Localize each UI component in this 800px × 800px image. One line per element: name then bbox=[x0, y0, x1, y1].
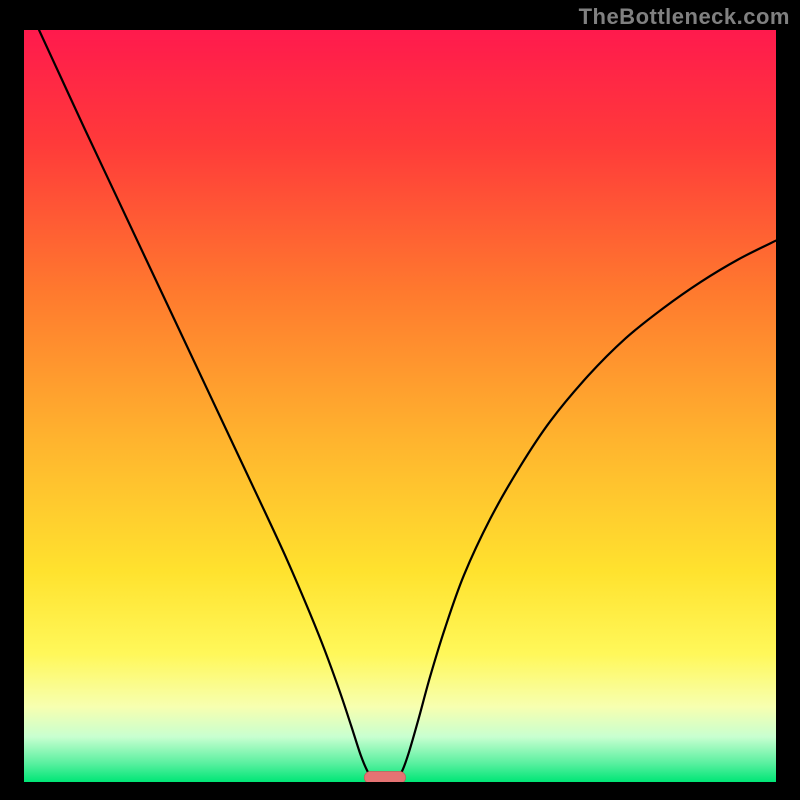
watermark-text: TheBottleneck.com bbox=[579, 4, 790, 30]
plot-area bbox=[24, 30, 776, 782]
chart-container: TheBottleneck.com bbox=[0, 0, 800, 800]
gradient-background bbox=[24, 30, 776, 782]
chart-svg bbox=[24, 30, 776, 782]
optimal-marker bbox=[364, 771, 405, 782]
